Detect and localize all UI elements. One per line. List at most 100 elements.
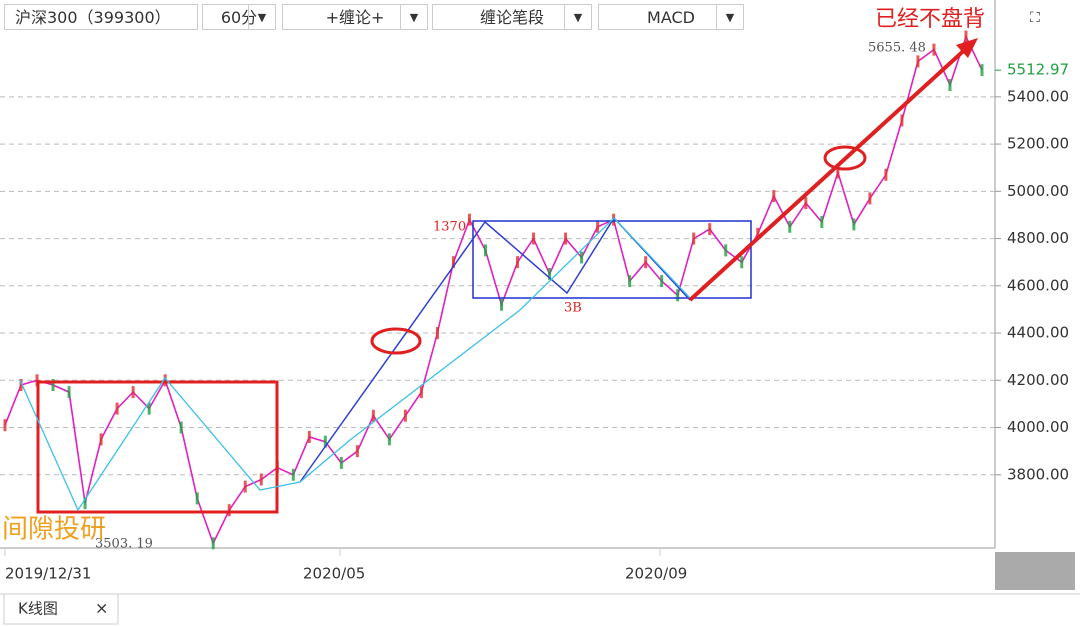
note: 已经不盘背 [875,7,985,32]
y-tick-label: 4200.00 [1007,371,1069,389]
dropdown-arrow: ▼ [248,5,275,29]
candle [516,256,520,269]
last-price-label: 5512.97 [1007,61,1069,79]
candle [371,409,375,422]
candle [932,43,936,56]
candle [67,386,71,399]
y-tick-label: 5000.00 [1007,182,1069,200]
tab[interactable] [3,593,119,625]
y-tick-label: 3800.00 [1007,465,1069,483]
dropdown-arrow: ▼ [400,5,427,29]
indicator-label: MACD [647,8,695,27]
candle [147,402,151,415]
indicator-select[interactable]: +缠论+ ▼ [282,4,428,30]
candle [532,232,536,245]
candle [740,256,744,269]
candle [724,244,728,257]
candle [580,251,584,264]
x-label: 2020/09 [625,565,687,583]
candle [660,275,664,288]
candle [980,64,984,77]
candle [259,473,263,486]
candle [51,379,55,392]
period-select[interactable]: 60分 ▼ [202,4,276,30]
candle [820,216,824,229]
candle [483,244,487,257]
x-label: 2019/12/31 [5,565,91,583]
candle [35,374,39,387]
y-tick-label: 4800.00 [1007,229,1069,247]
candle [756,227,760,240]
candle [804,197,808,210]
candle [548,268,552,280]
candle [564,232,568,245]
candle [788,220,792,233]
candle [195,492,199,505]
indicator-label: 缠论笔段 [479,8,544,27]
zone-box [472,220,752,299]
price-line [4,34,983,546]
y-tick-label: 4000.00 [1007,418,1069,436]
count-label: 1370 [433,220,466,235]
candle [163,374,167,387]
candle [307,430,311,443]
circle-mark [823,145,867,171]
buy-point-label: 3B [564,301,582,316]
segment-line [299,216,691,483]
candle [83,497,87,510]
candle [676,289,680,302]
candle [916,55,920,68]
fullscreen-icon[interactable]: ⛶ [1030,10,1040,26]
candle [291,468,295,481]
candle [900,114,904,127]
candle [868,192,872,205]
candle [339,456,343,469]
candle [435,327,439,340]
candle [836,166,840,179]
high-label: 5655. 48 [868,41,926,56]
low-label: 3503. 19 [95,537,153,552]
y-tick-label: 4400.00 [1007,324,1069,342]
candle [19,379,23,392]
tab-label: K线图 [18,600,58,618]
candle [772,190,776,203]
note: 间隙投研 [2,515,106,545]
candle [500,298,504,311]
candle [179,421,183,434]
candle [708,223,712,236]
trend-arrow [688,43,972,302]
dropdown-arrow: ▼ [716,5,743,29]
candle [612,213,616,226]
y-tick-label: 4600.00 [1007,276,1069,294]
circle-mark [370,327,422,355]
y-tick-label: 5400.00 [1007,87,1069,105]
candle [211,537,215,550]
tab-close[interactable]: × [95,599,108,618]
indicator-label: +缠论+ [325,8,385,27]
zone-box [36,380,279,514]
indicator-select[interactable]: MACD ▼ [598,4,744,30]
candle [948,79,952,92]
candle [451,256,455,269]
scroll-thumb[interactable] [995,552,1075,590]
x-label: 2020/05 [303,565,365,583]
candle [964,30,968,43]
candle [227,504,231,517]
candle [323,435,327,448]
symbol-box[interactable]: 沪深300（399300） [4,4,198,30]
x-ticks [4,548,661,556]
candle [387,433,391,446]
candle [3,419,7,432]
dropdown-arrow: ▼ [564,5,591,29]
candle [628,275,632,288]
candle [99,433,103,446]
candle [243,480,247,493]
candle [644,256,648,269]
indicator-select[interactable]: 缠论笔段 ▼ [432,4,592,30]
candle [403,409,407,422]
candle [419,386,423,399]
stroke-line [19,217,691,512]
candle [131,386,135,399]
candle [596,220,600,233]
